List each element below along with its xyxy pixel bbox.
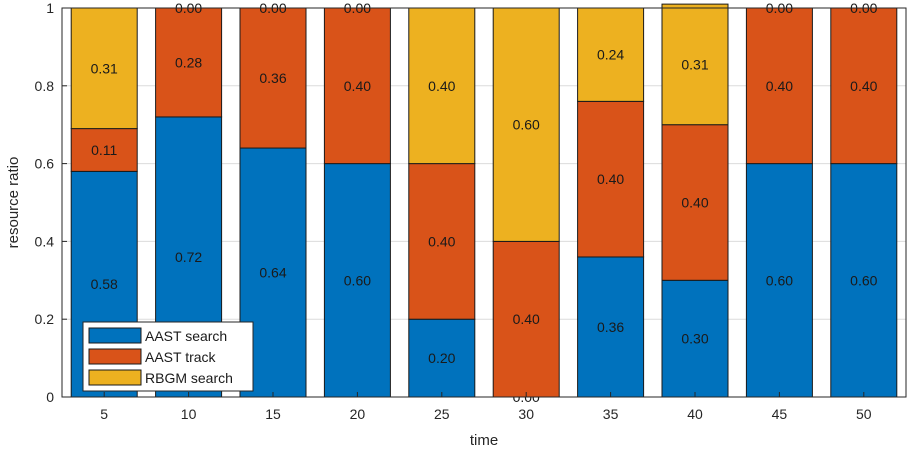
data-label-aast-search: 0.64 [259,265,286,281]
bar-segment-rbgm-search [577,7,645,102]
data-label-aast-track: 0.40 [850,78,877,94]
legend-swatch [88,369,142,386]
x-tick-label: 20 [350,406,366,422]
x-tick-label: 10 [181,406,197,422]
data-label-aast-search: 0.60 [766,272,793,288]
legend-swatch [88,327,142,344]
bar-segment-aast-track [239,7,307,149]
bar-segment-aast-search [408,318,476,398]
bar-segment-rbgm-search [661,3,729,126]
x-tick-label: 40 [687,406,703,422]
data-label-aast-track: 0.11 [91,142,117,158]
data-label-aast-search: 0.60 [850,272,877,288]
data-label-rbgm-search: 0.40 [428,78,455,94]
legend-entry-label: RBGM search [145,370,233,386]
data-label-aast-search: 0.30 [681,331,708,347]
y-tick-label: 0.2 [35,311,55,327]
data-label-rbgm-search: 0.24 [597,47,624,63]
y-axis-label: resource ratio [5,157,22,249]
legend-swatch [88,348,142,365]
data-label-rbgm-search: 0.31 [681,56,708,72]
bar-segment-aast-search [577,256,645,398]
data-label-aast-track: 0.40 [344,78,371,94]
data-label-aast-search: 0.60 [344,272,371,288]
x-tick-label: 30 [518,406,534,422]
axis-ticks: 00.20.40.60.815 10 15 20 25 30 35 40 45 50 [35,0,872,422]
legend-entry-label: AAST search [145,328,227,344]
data-label-aast-search: 0.58 [91,276,118,292]
data-label-aast-track: 0.40 [597,171,624,187]
data-label-aast-track: 0.36 [259,70,286,86]
bar-segment-aast-track [577,100,645,258]
x-tick-label: 15 [265,406,281,422]
bar-segment-aast-track [492,240,560,398]
y-tick-label: 0.4 [35,233,55,249]
bar-segment-aast-track [323,7,391,165]
bar-segment-aast-track [830,7,898,165]
data-label-rbgm-search: 0.31 [91,60,118,76]
legend-entry-label: AAST track [145,349,217,365]
bars: 0.580.110.310.720.280.000.640.360.000.60… [70,0,898,405]
bar-segment-aast-track [661,124,729,281]
y-tick-label: 1 [46,0,54,16]
data-label-rbgm-search: 0.60 [513,117,540,133]
bar-segment-aast-track [155,7,223,118]
x-tick-label: 25 [434,406,450,422]
axes-box [61,7,907,398]
bar-segment-aast-search [745,163,813,398]
data-label-aast-track: 0.40 [428,233,455,249]
bar-segment-aast-search [830,163,898,398]
bar-segment-rbgm-search [408,7,476,165]
data-label-aast-track: 0.40 [513,311,540,327]
x-tick-label: 5 [100,406,108,422]
x-axis-label: time [470,432,498,449]
legend: AAST search AAST track RBGM search [82,321,254,392]
bar-segment-rbgm-search [492,7,560,242]
data-label-aast-track: 0.40 [766,78,793,94]
x-tick-label: 45 [772,406,788,422]
y-tick-label: 0.8 [35,78,55,94]
x-tick-label: 35 [603,406,619,422]
data-label-aast-search: 0.72 [175,249,202,265]
x-tick-label: 50 [856,406,872,422]
bar-segment-aast-track [70,128,138,172]
bar-segment-aast-track [408,163,476,320]
data-label-aast-track: 0.40 [681,195,708,211]
data-label-aast-track: 0.28 [175,54,202,70]
y-tick-label: 0 [46,389,54,405]
data-label-aast-search: 0.36 [597,319,624,335]
data-label-aast-search: 0.20 [428,350,455,366]
bar-segment-aast-search [661,279,729,398]
y-tick-label: 0.6 [35,156,55,172]
